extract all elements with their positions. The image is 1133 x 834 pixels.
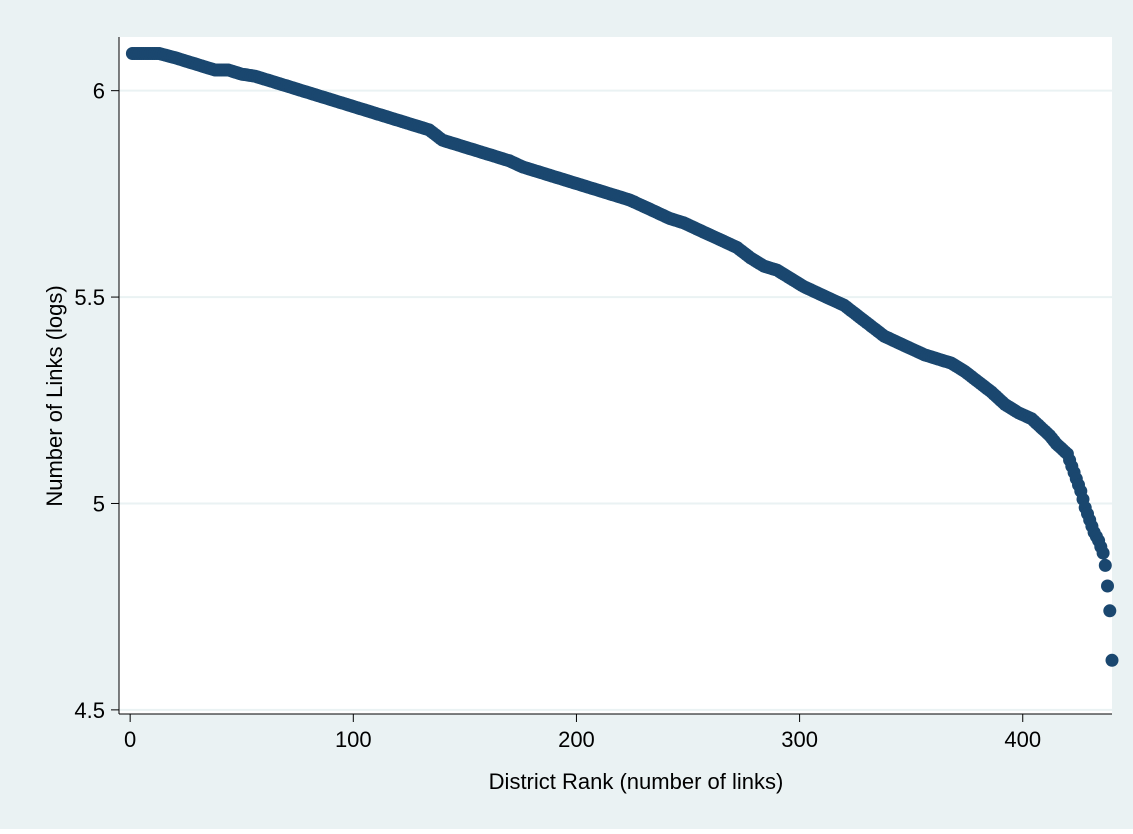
x-tick-label-4: 400: [1004, 727, 1041, 752]
data-point-0-439: [1105, 653, 1119, 667]
x-tick-label-3: 300: [781, 727, 818, 752]
y-tick-label-1: 5: [93, 491, 105, 516]
y-tick-label-2: 5.5: [74, 285, 105, 310]
axes: [118, 37, 1112, 715]
x-axis-title: District Rank (number of links): [489, 769, 784, 794]
x-axis-ticks: 0 100 200 300 400: [124, 714, 1041, 752]
x-tick-label-1: 100: [335, 727, 372, 752]
data-point-0-437: [1101, 579, 1114, 593]
y-axis-ticks: 4.5 5 5.5 6: [74, 79, 119, 723]
data-point-0-435: [1096, 546, 1110, 560]
data-point-0-436: [1098, 558, 1112, 572]
y-tick-label-3: 6: [93, 79, 105, 104]
data-point-0-438: [1103, 604, 1117, 618]
plot-area: [119, 37, 1112, 714]
data-points: [125, 47, 1119, 667]
x-tick-label-2: 200: [558, 727, 595, 752]
y-tick-label-0: 4.5: [74, 698, 105, 723]
y-axis-title: Number of Links (logs): [42, 285, 67, 506]
x-tick-label-0: 0: [124, 727, 136, 752]
